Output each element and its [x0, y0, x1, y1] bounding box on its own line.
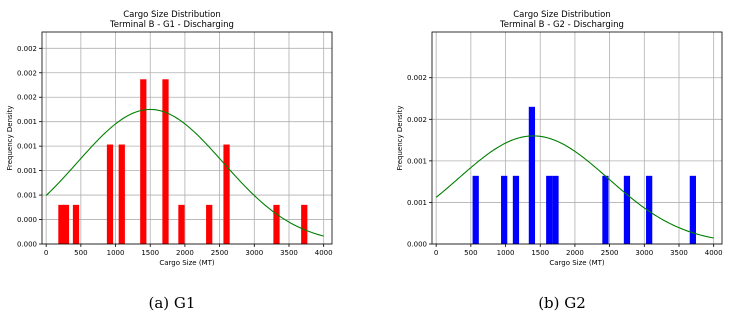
- histogram-bar: [206, 204, 213, 244]
- y-tick-label: 0.001: [17, 192, 37, 200]
- y-tick-label: 0.002: [17, 69, 37, 77]
- y-tick-label: 0.001: [17, 167, 37, 175]
- y-tick-label: 0.000: [407, 241, 427, 249]
- figure-caption: (b) G2: [538, 294, 586, 312]
- histogram-bar: [472, 175, 479, 244]
- y-tick-label: 0.001: [17, 118, 37, 126]
- x-axis-label: Cargo Size (MT): [159, 259, 215, 267]
- x-tick-label: 1500: [141, 249, 159, 257]
- y-tick-label: 0.001: [17, 143, 37, 151]
- y-tick-label: 0.002: [17, 45, 37, 53]
- x-tick-label: 1000: [497, 249, 515, 257]
- y-tick-label: 0.002: [407, 74, 427, 82]
- x-axis-label: Cargo Size (MT): [549, 259, 605, 267]
- y-axis-label: Frequency Density: [396, 106, 404, 171]
- density-curve: [435, 135, 714, 239]
- histogram-bar: [501, 175, 508, 244]
- histogram-bar: [602, 175, 609, 244]
- histogram-bar: [552, 175, 559, 244]
- histogram-bar: [178, 204, 185, 244]
- histogram-bar: [140, 79, 147, 245]
- x-tick-label: 4000: [705, 249, 723, 257]
- x-tick-label: 2000: [566, 249, 584, 257]
- y-tick-label: 0.001: [407, 199, 427, 207]
- x-tick-label: 4000: [315, 249, 333, 257]
- y-axis-label: Frequency Density: [6, 106, 14, 171]
- x-tick-label: 1000: [107, 249, 125, 257]
- x-tick-label: 0: [434, 249, 438, 257]
- histogram-bar: [546, 175, 553, 244]
- histogram-bar: [118, 144, 125, 244]
- plot-frame: [41, 31, 333, 245]
- chart-panel-g2: 0 500 1000 1500 2000 2500 3000 3500 4000 0.000 0.0…: [396, 10, 723, 312]
- histogram-bar: [58, 204, 65, 244]
- y-tick-label: 0.000: [17, 216, 37, 224]
- chart-subtitle: Terminal B - G1 - Discharging: [109, 20, 234, 30]
- x-tick-label: 2500: [601, 249, 619, 257]
- histogram-bar: [162, 79, 169, 245]
- histogram-bar: [512, 175, 520, 244]
- histogram-bar: [72, 204, 80, 244]
- histogram-bar: [223, 144, 230, 244]
- density-curve: [45, 108, 324, 237]
- figure-caption: (a) G1: [149, 294, 196, 312]
- x-tick-label: 2000: [176, 249, 194, 257]
- chart-subtitle: Terminal B - G2 - Discharging: [499, 20, 624, 30]
- chart-panel-g1: 0 500 1000 1500 2000 2500 3000 3500 4000 0.000 0.0…: [6, 10, 333, 312]
- y-tick-label: 0.002: [17, 94, 37, 102]
- x-tick-label: 500: [464, 249, 477, 257]
- x-tick-label: 500: [74, 249, 87, 257]
- histogram-bar: [273, 204, 280, 244]
- x-tick-label: 3000: [635, 249, 653, 257]
- histogram-bar: [623, 175, 631, 244]
- histogram-bar: [106, 144, 114, 244]
- chart-title: Cargo Size Distribution: [513, 10, 611, 20]
- histogram-bar: [646, 175, 653, 244]
- x-tick-label: 2500: [211, 249, 229, 257]
- x-tick-label: 3500: [280, 249, 298, 257]
- x-tick-label: 3000: [245, 249, 263, 257]
- x-tick-label: 0: [44, 249, 48, 257]
- x-tick-label: 1500: [531, 249, 549, 257]
- histogram-bar: [62, 204, 70, 244]
- y-tick-label: 0.002: [407, 116, 427, 124]
- histogram-bar: [689, 175, 696, 244]
- chart-title: Cargo Size Distribution: [123, 10, 221, 20]
- plot-frame: [431, 31, 723, 245]
- x-tick-label: 3500: [670, 249, 688, 257]
- histogram-bar: [528, 106, 536, 244]
- y-tick-label: 0.000: [17, 241, 37, 249]
- y-tick-label: 0.001: [407, 157, 427, 165]
- histogram-bar: [301, 204, 308, 244]
